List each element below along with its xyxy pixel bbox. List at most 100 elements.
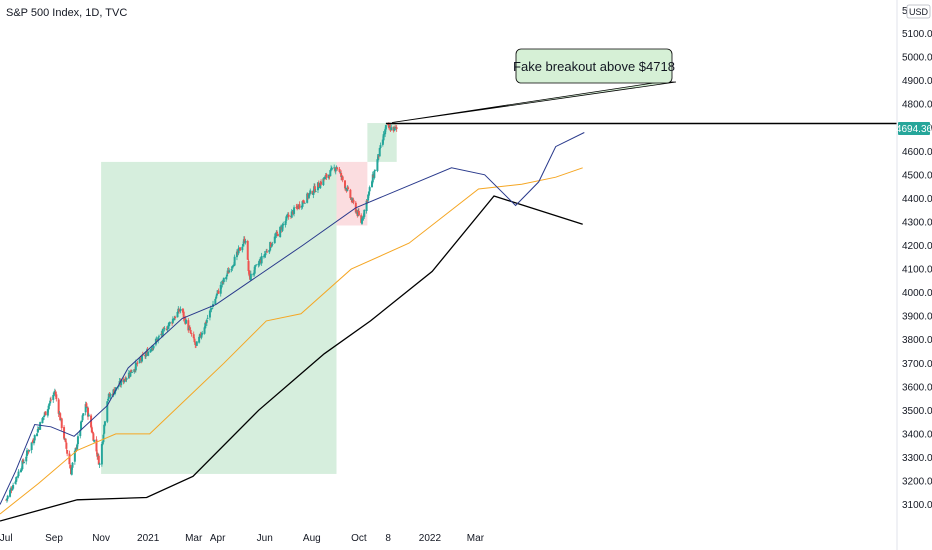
chart-title: S&P 500 Index, 1D, TVC xyxy=(6,7,127,19)
candle-body xyxy=(340,172,343,177)
candle-body xyxy=(384,129,387,135)
y-tick-label: 3500.00 xyxy=(902,406,932,417)
currency-badge-frame[interactable] xyxy=(906,4,931,19)
y-tick-label: 3900.00 xyxy=(902,312,932,323)
candle-body xyxy=(48,403,51,406)
candle-body xyxy=(147,351,150,356)
candle-body xyxy=(109,394,112,397)
y-tick-label: 5100.00 xyxy=(902,29,932,40)
candle-body xyxy=(103,421,106,426)
candle-body xyxy=(9,490,12,497)
candle-body xyxy=(46,409,49,416)
candle-body xyxy=(247,260,250,272)
candle-body xyxy=(335,166,338,169)
y-tick-label: 3100.00 xyxy=(902,500,932,511)
candle-body xyxy=(36,429,39,433)
price-axis: 3100.00 3200.00 3300.00 3400.00 3500.00 3600.… xyxy=(902,29,932,511)
candle-body xyxy=(217,290,220,294)
candle-body xyxy=(17,471,20,477)
candle-body xyxy=(81,415,84,421)
candle-body xyxy=(49,399,52,401)
candle-body xyxy=(5,498,8,500)
candle-body xyxy=(162,327,165,329)
candle-body xyxy=(93,439,96,442)
candle-body xyxy=(298,204,301,209)
x-tick-label: 8 xyxy=(385,533,391,544)
candle-body xyxy=(264,252,267,256)
candle-body xyxy=(174,316,177,319)
candle-body xyxy=(157,335,160,337)
candle-body xyxy=(39,422,42,430)
candle-body xyxy=(367,191,370,196)
candle-body xyxy=(151,348,154,350)
candle-body xyxy=(127,372,130,379)
candle-body xyxy=(373,170,376,178)
candle-body xyxy=(378,147,381,157)
candle-body xyxy=(100,444,103,465)
candle-body xyxy=(325,174,328,178)
candle-body xyxy=(103,424,106,434)
candle-body xyxy=(203,327,206,334)
candle-body xyxy=(160,333,163,336)
candle-body xyxy=(49,400,52,404)
candle-body xyxy=(360,218,363,224)
candle-body xyxy=(21,460,24,470)
candle-body xyxy=(134,362,137,371)
candle-body xyxy=(225,277,228,280)
candle-body xyxy=(22,459,25,463)
candle-body xyxy=(246,241,249,260)
candle-body xyxy=(317,183,320,188)
candle-body xyxy=(130,372,133,373)
zone-green-0 xyxy=(101,161,337,474)
candle-body xyxy=(33,435,36,441)
candle-body xyxy=(302,200,305,203)
candle-body xyxy=(97,455,100,465)
candle-body xyxy=(244,240,247,243)
candle-body xyxy=(200,334,203,338)
candle-body xyxy=(215,293,218,296)
candle-body xyxy=(306,193,309,203)
candle-body xyxy=(171,318,174,323)
candle-body xyxy=(334,168,337,172)
x-tick-label: 2021 xyxy=(137,533,160,544)
candle-body xyxy=(371,174,374,183)
candle-body xyxy=(139,358,142,360)
candle-body xyxy=(352,199,355,203)
candle-body xyxy=(248,270,251,276)
candle-body xyxy=(371,181,374,188)
candle-body xyxy=(260,255,263,264)
candle-body xyxy=(346,187,349,191)
candle-body xyxy=(336,167,339,170)
candle-body xyxy=(129,370,132,377)
x-tick-label: Mar xyxy=(467,533,485,544)
candle-body xyxy=(15,476,18,478)
candle-body xyxy=(97,455,100,457)
candle-body xyxy=(161,328,164,336)
candle-body xyxy=(214,298,217,305)
candle-body xyxy=(20,468,23,470)
annotation-callout[interactable]: Fake breakout above $4718 xyxy=(392,48,677,123)
x-tick-label: Sep xyxy=(45,533,63,544)
candle-body xyxy=(279,226,282,228)
candle-body xyxy=(154,338,157,345)
y-tick-label: 4100.00 xyxy=(902,265,932,276)
candle-body xyxy=(286,216,289,218)
candle-body xyxy=(149,349,152,353)
candle-body xyxy=(187,320,190,331)
candle-body xyxy=(42,415,45,417)
candle-body xyxy=(173,317,176,321)
candle-body xyxy=(273,236,276,244)
candle-body xyxy=(384,125,387,130)
candle-body xyxy=(190,333,193,335)
candle-body xyxy=(242,244,245,246)
candle-body xyxy=(231,266,234,268)
candle-body xyxy=(204,322,207,329)
candle-body xyxy=(276,231,279,233)
x-tick-label: Mar xyxy=(185,533,203,544)
candle-body xyxy=(257,263,260,266)
candle-body xyxy=(42,417,45,419)
candle-body xyxy=(130,369,133,373)
zones xyxy=(101,123,397,474)
x-tick-label: Aug xyxy=(303,533,321,544)
candle-body xyxy=(269,242,272,247)
